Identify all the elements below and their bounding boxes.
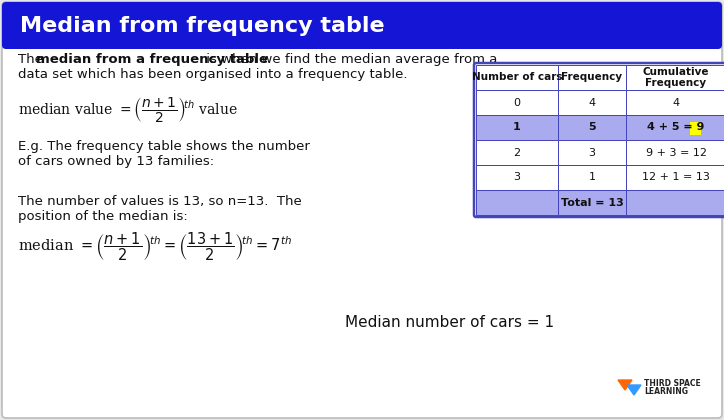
Text: 3: 3 — [589, 147, 596, 158]
Bar — [558, 140, 626, 165]
Text: Total = 13: Total = 13 — [560, 197, 623, 207]
Text: median value $= \left(\dfrac{n+1}{2}\right)^{\!\mathit{th}}$ value: median value $= \left(\dfrac{n+1}{2}\rig… — [18, 95, 237, 124]
Text: Median from frequency table: Median from frequency table — [20, 16, 384, 36]
Text: 9 + 3 = 12: 9 + 3 = 12 — [646, 147, 707, 158]
Text: Cumulative
Frequency: Cumulative Frequency — [643, 67, 710, 88]
Text: median $= \left(\dfrac{n+1}{2}\right)^{\!\mathit{th}} = \left(\dfrac{13+1}{2}\ri: median $= \left(\dfrac{n+1}{2}\right)^{\… — [18, 230, 292, 262]
Text: THIRD SPACE: THIRD SPACE — [644, 380, 701, 388]
Text: Number of cars: Number of cars — [472, 73, 563, 82]
Polygon shape — [618, 380, 632, 390]
Bar — [626, 90, 724, 115]
Bar — [476, 65, 558, 90]
Bar — [476, 140, 558, 165]
FancyBboxPatch shape — [2, 2, 722, 49]
Text: 2: 2 — [513, 147, 521, 158]
Bar — [626, 140, 724, 165]
Text: median from a frequency table: median from a frequency table — [36, 53, 268, 66]
Text: 12 + 1 = 13: 12 + 1 = 13 — [642, 173, 710, 183]
Text: 1: 1 — [513, 123, 521, 132]
Text: LEARNING: LEARNING — [644, 388, 688, 396]
Bar — [558, 65, 626, 90]
Text: 4: 4 — [589, 97, 596, 108]
Text: 4 + 5 = 9: 4 + 5 = 9 — [647, 123, 704, 132]
Text: 5: 5 — [588, 123, 596, 132]
FancyBboxPatch shape — [474, 63, 724, 217]
Text: 0: 0 — [513, 97, 521, 108]
Bar — [626, 190, 724, 215]
Text: The: The — [18, 53, 47, 66]
Bar — [476, 165, 558, 190]
Text: E.g. The frequency table shows the number: E.g. The frequency table shows the numbe… — [18, 140, 310, 153]
Text: data set which has been organised into a frequency table.: data set which has been organised into a… — [18, 68, 408, 81]
Bar — [558, 190, 626, 215]
Bar — [476, 115, 558, 140]
Bar — [626, 165, 724, 190]
Text: of cars owned by 13 families:: of cars owned by 13 families: — [18, 155, 214, 168]
Bar — [558, 90, 626, 115]
Text: 1: 1 — [589, 173, 596, 183]
Text: The number of values is 13, so n=13.  The: The number of values is 13, so n=13. The — [18, 195, 302, 208]
Bar — [626, 115, 724, 140]
Text: is when we find the median average from a: is when we find the median average from … — [202, 53, 497, 66]
Text: position of the median is:: position of the median is: — [18, 210, 188, 223]
Bar — [558, 115, 626, 140]
Text: 4: 4 — [673, 97, 680, 108]
Text: 3: 3 — [513, 173, 521, 183]
Text: Median number of cars = 1: Median number of cars = 1 — [345, 315, 554, 330]
Bar — [690, 121, 701, 134]
Polygon shape — [627, 385, 641, 395]
Bar — [626, 65, 724, 90]
Bar — [476, 90, 558, 115]
Bar — [476, 190, 558, 215]
Text: Frequency: Frequency — [561, 73, 623, 82]
Bar — [558, 165, 626, 190]
